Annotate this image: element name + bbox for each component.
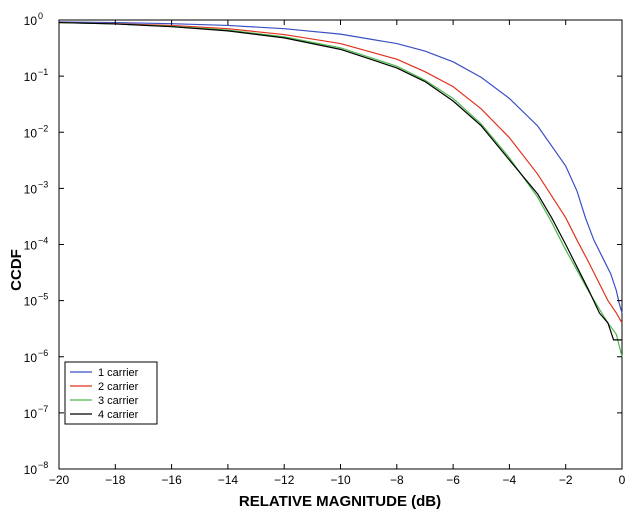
y-tick-exponent: −1: [38, 67, 48, 77]
legend-label-2: 2 carrier: [98, 381, 139, 393]
y-tick-label: 10: [24, 126, 38, 140]
x-tick-label: −2: [559, 473, 573, 487]
series-line-4: [58, 21, 622, 341]
x-tick-label: −10: [330, 473, 351, 487]
legend: 1 carrier 2 carrier 3 carrier 4 carrier: [64, 361, 158, 425]
y-tick-label: 10: [24, 407, 38, 421]
y-tick-label: 10: [24, 239, 38, 253]
y-axis-label: CCDF: [8, 249, 25, 291]
legend-label-4: 4 carrier: [98, 409, 139, 421]
y-tick-label: 10: [24, 70, 38, 84]
y-tick-exponent: −8: [38, 460, 48, 470]
y-tick-label: 10: [24, 351, 38, 365]
y-tick-exponent: −7: [38, 404, 48, 414]
y-tick-exponent: −5: [38, 292, 48, 302]
x-axis-label: RELATIVE MAGNITUDE (dB): [239, 493, 441, 510]
x-tick-label: −18: [105, 473, 126, 487]
y-tick-exponent: −3: [38, 179, 48, 189]
x-tick-label: 0: [619, 473, 625, 487]
y-tick-exponent: −2: [38, 123, 48, 133]
x-tick-label: −8: [390, 473, 404, 487]
y-tick-label: 10: [24, 463, 38, 477]
legend-label-3: 3 carrier: [98, 395, 139, 407]
x-tick-label: −16: [161, 473, 182, 487]
y-tick-exponent: −4: [38, 236, 48, 246]
y-tick-exponent: −6: [38, 348, 48, 358]
series-layer: [58, 21, 623, 357]
y-tick-label: 10: [24, 295, 38, 309]
x-tick-label: −4: [503, 473, 517, 487]
x-tick-label: −12: [274, 473, 295, 487]
y-tick-label: 10: [24, 182, 38, 196]
x-tick-label: −6: [446, 473, 460, 487]
x-tick-label: −20: [49, 473, 70, 487]
series-line-3: [58, 21, 623, 357]
y-tick-exponent: 0: [38, 11, 43, 21]
series-line-1: [58, 21, 623, 314]
y-tick-label: 10: [24, 14, 38, 28]
series-line-2: [58, 21, 623, 324]
legend-label-1: 1 carrier: [98, 367, 139, 379]
x-tick-label: −14: [218, 473, 239, 487]
